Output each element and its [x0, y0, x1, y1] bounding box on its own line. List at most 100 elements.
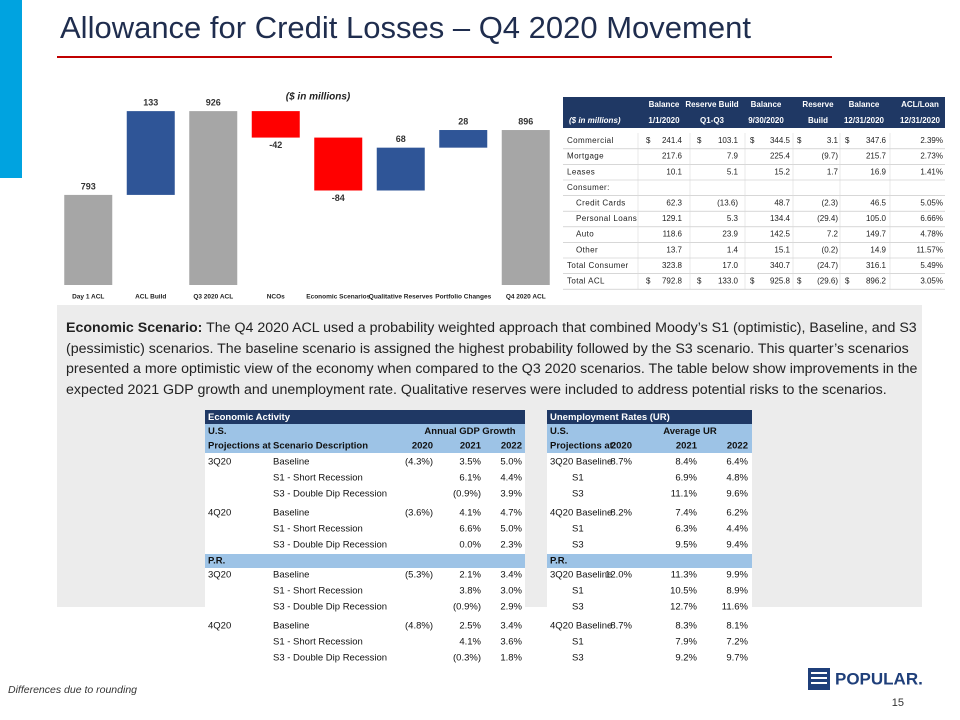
table-cell: (0.9%) — [453, 489, 481, 500]
value-label: 28 — [458, 116, 468, 126]
table-cell: 347.6 — [866, 136, 887, 145]
table-cell: 118.6 — [663, 230, 683, 239]
table-cell: 6.2% — [726, 508, 748, 519]
table-cell: 5.49% — [920, 261, 943, 270]
table-cell: Baseline — [273, 570, 309, 581]
table-cell: 4Q20 — [208, 508, 231, 519]
table-cell: 12.0% — [605, 570, 632, 581]
currency-sign: $ — [797, 277, 802, 286]
table-cell: (3.6%) — [405, 508, 433, 519]
table-cell: 4.1% — [459, 508, 481, 519]
chart-subtitle: ($ in millions) — [286, 92, 351, 103]
slide-title: Allowance for Credit Losses – Q4 2020 Mo… — [60, 10, 751, 45]
row-label: Auto — [576, 230, 594, 239]
table-cell: 3Q20 — [208, 457, 231, 468]
column-header: 2021 — [676, 441, 698, 452]
table-cell: 1.41% — [920, 167, 943, 176]
table-cell: 129.1 — [662, 214, 683, 223]
column-header: 2020 — [412, 441, 433, 452]
row-label: Leases — [567, 167, 595, 176]
table-cell: 103.1 — [718, 136, 739, 145]
table-cell: 9.5% — [675, 540, 697, 551]
table-column-header: Reserve — [802, 100, 834, 109]
table-cell: 9.7% — [726, 653, 748, 664]
column-header: 2022 — [727, 441, 748, 452]
table-cell: (4.8%) — [405, 621, 433, 632]
table-cell: 1.4 — [727, 245, 739, 254]
currency-sign: $ — [845, 277, 850, 286]
section-name: P.R. — [550, 556, 567, 567]
value-label: 133 — [143, 97, 158, 107]
table-cell: (5.3%) — [405, 570, 433, 581]
value-label: 926 — [206, 97, 221, 107]
table-cell: 5.0% — [500, 524, 522, 535]
table-cell: 4Q20 Baseline — [550, 621, 612, 632]
table-header-bg — [547, 424, 752, 453]
table-cell: 6.9% — [675, 473, 697, 484]
column-header: 2020 — [611, 441, 632, 452]
x-tick-label: ACL Build — [135, 294, 166, 301]
table-title: Economic Activity — [208, 412, 291, 423]
table-cell: 8.7% — [610, 457, 632, 468]
table-cell: 23.9 — [722, 230, 738, 239]
table-cell: (4.3%) — [405, 457, 433, 468]
row-label: Credit Cards — [576, 199, 626, 208]
table-cell: 3.5% — [459, 457, 481, 468]
column-header: Projections at — [208, 441, 272, 452]
table-cell: 17.0 — [722, 261, 738, 270]
table-cell: (0.2) — [822, 245, 839, 254]
table-cell: 46.5 — [870, 199, 886, 208]
table-cell: S1 — [572, 524, 584, 535]
row-label: Total ACL — [567, 277, 605, 286]
table-cell: 1.7 — [827, 167, 839, 176]
table-cell: 9.9% — [726, 570, 748, 581]
row-label: Personal Loans — [576, 214, 637, 223]
row-label: Other — [576, 245, 598, 254]
table-cell: 7.9% — [675, 637, 697, 648]
table-cell: 5.05% — [920, 199, 943, 208]
table-cell: 3Q20 — [208, 570, 231, 581]
table-cell: (29.4) — [817, 214, 838, 223]
bar — [64, 194, 113, 285]
table-cell: S1 — [572, 473, 584, 484]
table-column-header: 1/1/2020 — [648, 116, 680, 125]
bar — [189, 111, 238, 286]
table-cell: S1 - Short Recession — [273, 586, 363, 597]
table-cell: 0.0% — [459, 540, 481, 551]
table-cell: 8.2% — [610, 508, 632, 519]
currency-sign: $ — [697, 277, 702, 286]
x-tick-label: Q4 2020 ACL — [506, 294, 546, 301]
table-cell: 7.4% — [675, 508, 697, 519]
table-cell: 16.9 — [870, 167, 886, 176]
table-cell: 8.3% — [675, 621, 697, 632]
currency-sign: $ — [797, 136, 802, 145]
table-cell: 6.4% — [726, 457, 748, 468]
table-cell: 6.1% — [459, 473, 481, 484]
x-tick-label: Economic Scenarios — [306, 294, 370, 301]
column-header: Scenario Description — [273, 441, 368, 452]
table-cell: 316.1 — [866, 261, 887, 270]
table-cell: 217.6 — [662, 152, 683, 161]
table-cell: 10.1 — [666, 167, 682, 176]
column-header: Projections at: — [550, 441, 616, 452]
table-cell: S3 — [572, 489, 584, 500]
table-cell: 13.7 — [666, 245, 682, 254]
table-cell: S3 — [572, 602, 584, 613]
table-cell: 896.2 — [866, 277, 887, 286]
currency-sign: $ — [646, 277, 651, 286]
group-title: Annual GDP Growth — [424, 426, 515, 437]
table-cell: 5.3 — [727, 214, 739, 223]
table-cell: 11.6% — [722, 602, 749, 613]
table-cell: S3 - Double Dip Recession — [273, 653, 387, 664]
value-label: -84 — [332, 193, 345, 203]
table-column-header: Balance — [649, 100, 680, 109]
table-cell: 105.0 — [866, 214, 887, 223]
table-cell: 4.4% — [726, 524, 748, 535]
table-cell: 4Q20 — [208, 621, 231, 632]
table-cell: 3.9% — [500, 489, 522, 500]
section-bg — [205, 554, 525, 568]
table-cell: 5.0% — [500, 457, 522, 468]
table-cell: (9.7) — [822, 152, 839, 161]
table-cell: 3.1 — [827, 136, 839, 145]
